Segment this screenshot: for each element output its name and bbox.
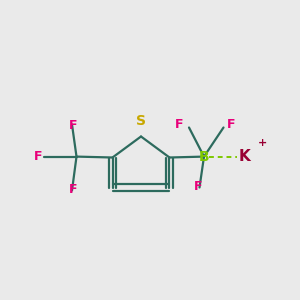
- Text: F: F: [194, 180, 202, 193]
- Text: S: S: [136, 114, 146, 128]
- Text: F: F: [175, 118, 183, 131]
- Text: K: K: [238, 149, 250, 164]
- Text: F: F: [226, 118, 235, 131]
- Text: +: +: [258, 138, 267, 148]
- Text: F: F: [34, 150, 42, 163]
- Text: F: F: [69, 119, 78, 132]
- Text: F: F: [69, 183, 78, 196]
- Text: B: B: [199, 150, 209, 164]
